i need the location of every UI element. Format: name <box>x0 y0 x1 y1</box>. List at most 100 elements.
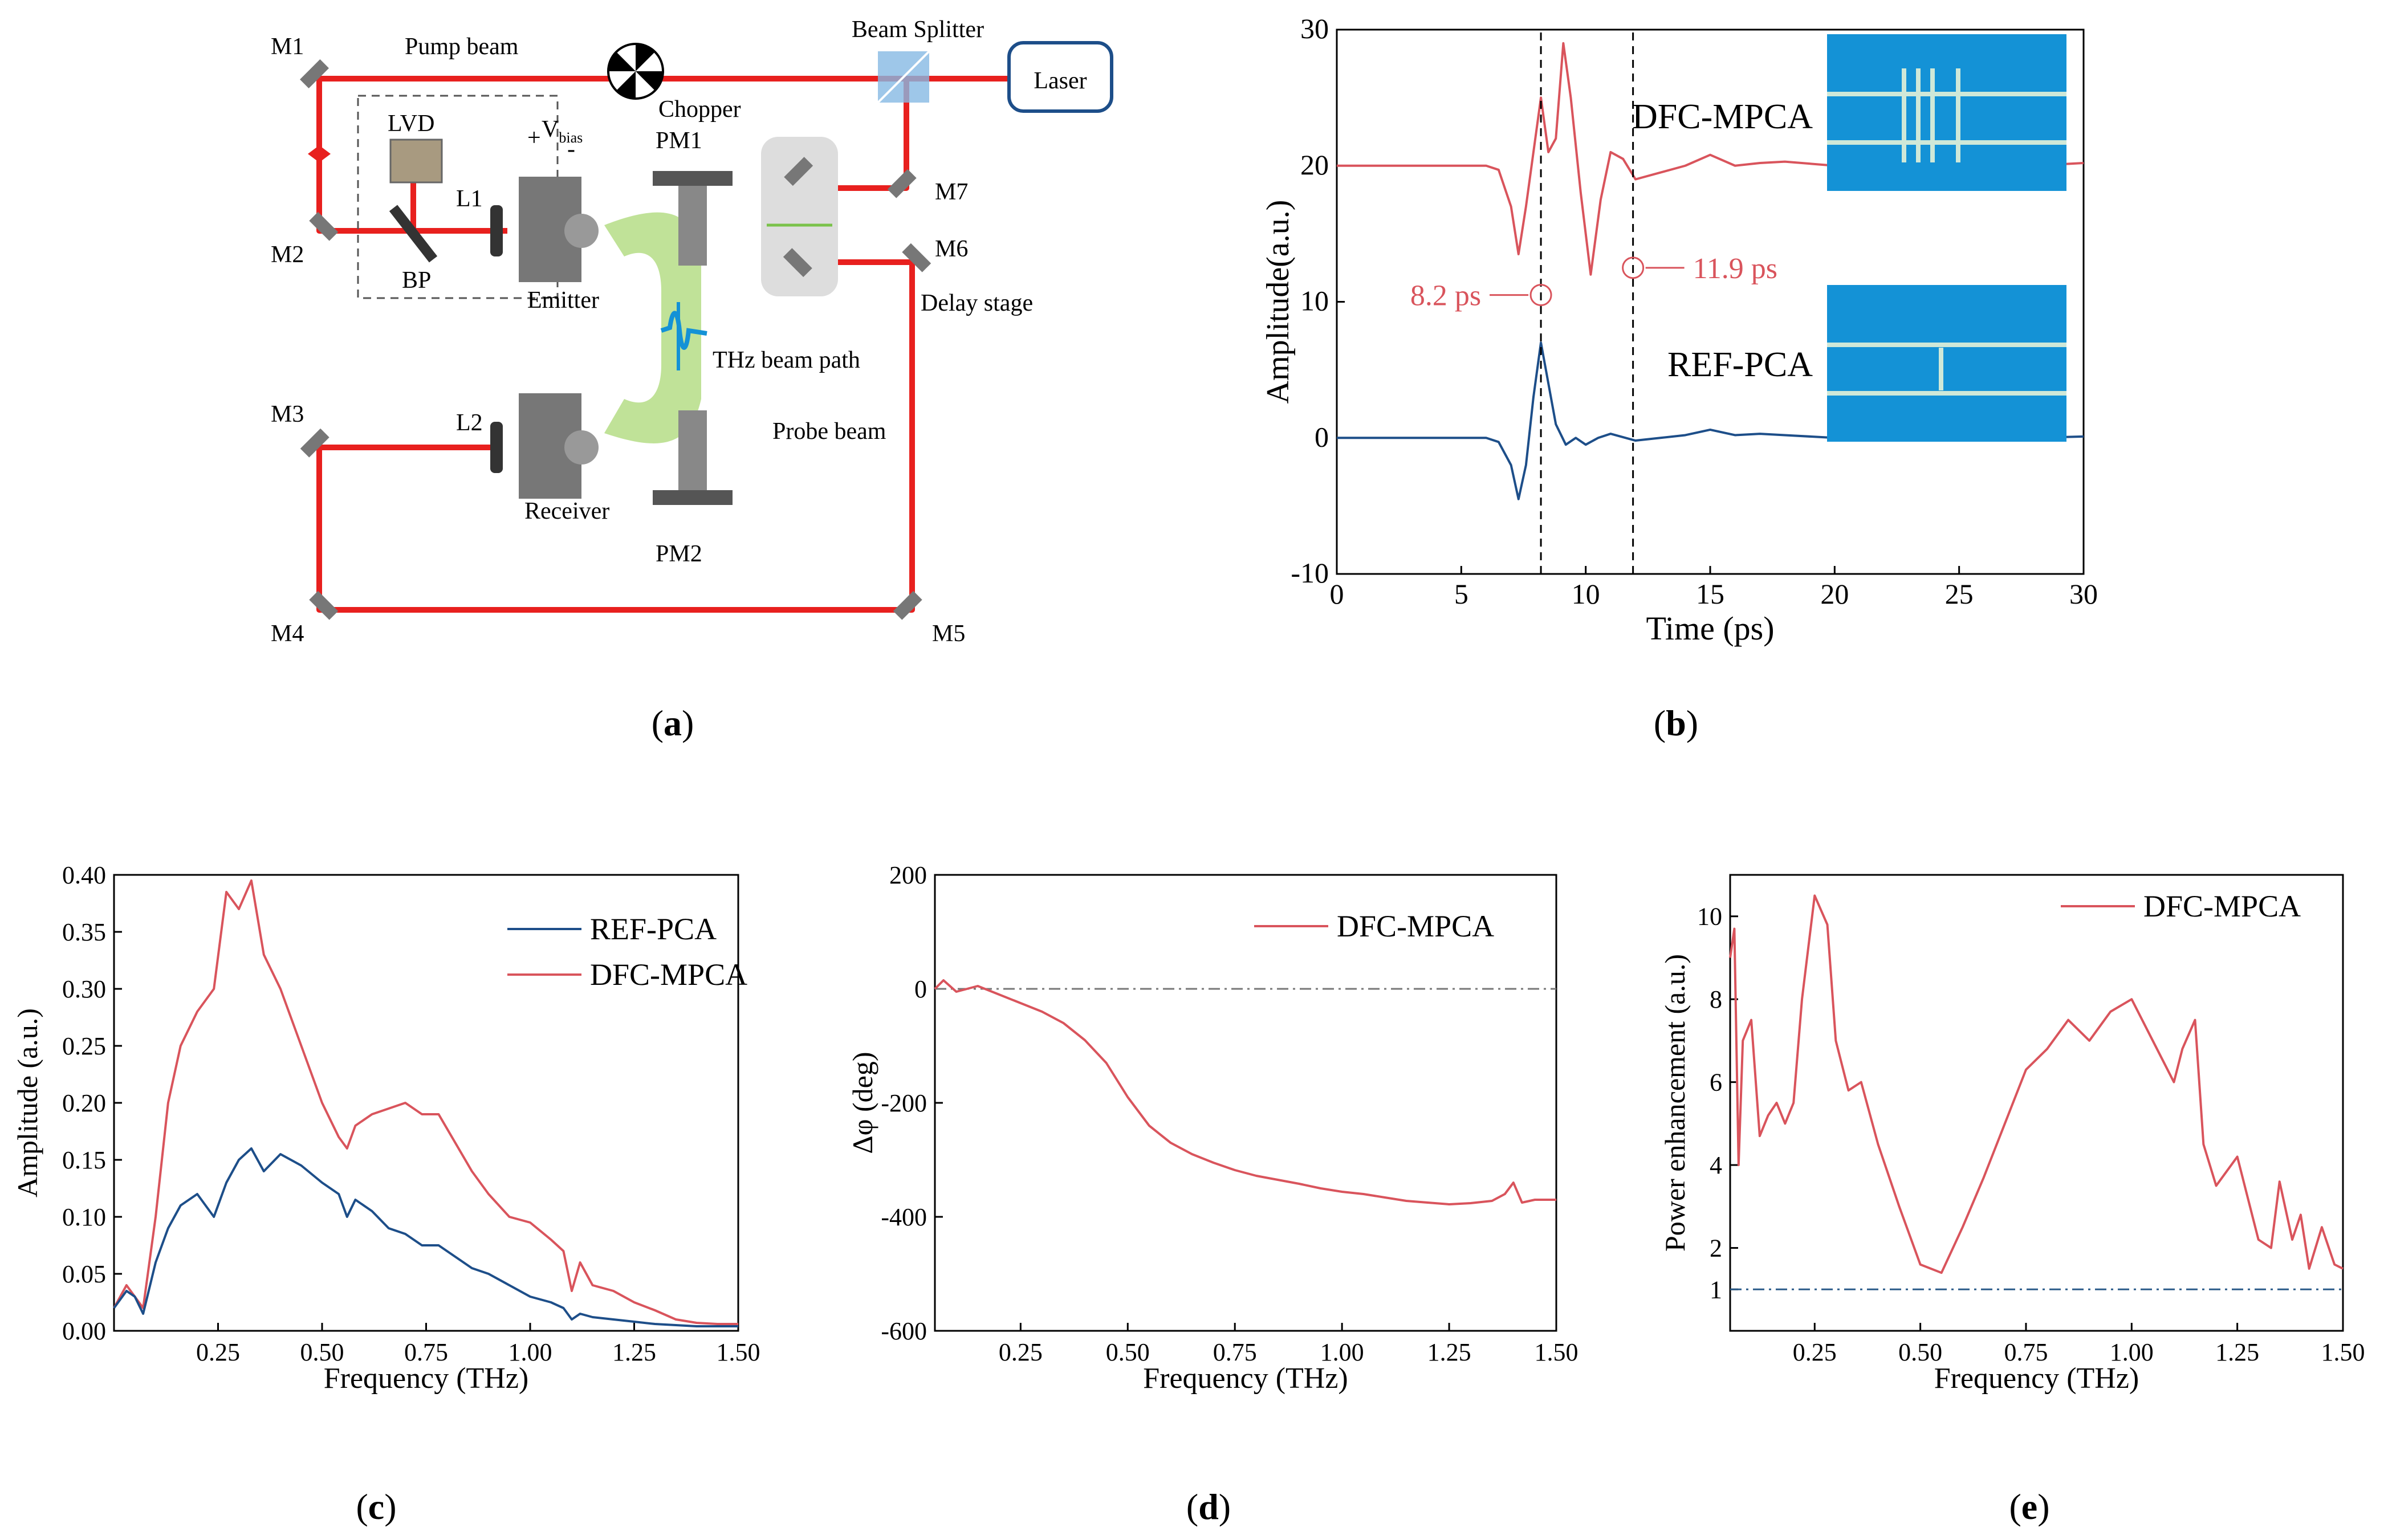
legend-label: DFC-MPCA <box>1337 909 1494 943</box>
delay-stage-box <box>761 137 838 296</box>
label-delay-stage: Delay stage <box>921 290 1033 316</box>
panel-caption: (b) <box>1654 703 1698 743</box>
label-m1: M1 <box>271 34 304 60</box>
beam-splitter-diagonal <box>877 50 930 104</box>
x-tick-label: 1.00 <box>508 1338 552 1366</box>
y-axis-label: Power enhancement (a.u.) <box>1659 954 1691 1252</box>
label-l2: L2 <box>456 410 483 436</box>
x-axis-label: Time (ps) <box>1646 610 1774 647</box>
x-tick-label: 0.50 <box>300 1338 344 1366</box>
legend-label: DFC-MPCA <box>590 958 747 992</box>
y-tick-label: 0.15 <box>62 1146 106 1174</box>
label-m3: M3 <box>271 401 304 427</box>
label-pump-beam: Pump beam <box>405 34 519 60</box>
x-tick-label: 25 <box>1945 578 1974 610</box>
x-tick-label: 0.25 <box>1793 1338 1837 1366</box>
label-beam-splitter: Beam Splitter <box>852 17 984 43</box>
x-tick-label: 10 <box>1572 578 1600 610</box>
y-tick-label: 1 <box>1710 1276 1722 1303</box>
bp-plate <box>389 205 438 263</box>
label-m4: M4 <box>271 621 304 647</box>
plot-frame <box>1729 874 2344 1332</box>
lvd-detector <box>389 138 443 184</box>
inset-label: DFC-MPCA <box>1632 97 1813 136</box>
pm1-mirror <box>653 171 733 266</box>
x-tick-label: 15 <box>1696 578 1724 610</box>
x-tick-label: 1.50 <box>717 1338 760 1366</box>
x-tick-label: 1.25 <box>2215 1338 2259 1366</box>
series-line-dfc-mpca <box>1337 42 2084 276</box>
y-tick-label: 0 <box>914 975 927 1003</box>
x-tick-label: 0.75 <box>1213 1338 1257 1366</box>
y-tick-label: 0.05 <box>62 1260 106 1288</box>
series-line-dfc-mpca <box>113 879 738 1325</box>
thz-beam-path <box>604 212 701 443</box>
y-tick-label: 0.10 <box>62 1203 106 1231</box>
x-axis-label: Frequency (THz) <box>324 1362 529 1395</box>
y-tick-label: 2 <box>1710 1235 1722 1262</box>
x-tick-label: 1.50 <box>1535 1338 1579 1366</box>
y-axis-label: Δφ (deg) <box>847 1052 878 1154</box>
x-tick-label: 30 <box>2069 578 2098 610</box>
panel-caption-letter: e <box>2021 1486 2037 1527</box>
mirror-m5-icon <box>893 590 922 620</box>
pm2-mirror <box>653 410 733 505</box>
x-tick-label: 0.75 <box>404 1338 448 1366</box>
y-tick-label: -400 <box>881 1203 927 1231</box>
y-tick-label: 20 <box>1300 149 1329 181</box>
x-axis-label: Frequency (THz) <box>1934 1362 2139 1395</box>
label-chopper: Chopper <box>658 96 741 123</box>
x-tick-label: 1.50 <box>2321 1338 2365 1366</box>
panel-caption: (d) <box>1186 1486 1231 1527</box>
panel-caption-letter: c <box>368 1486 384 1527</box>
x-tick-label: 1.25 <box>1427 1338 1471 1366</box>
chart-e: 0.25 0.50 0.75 1.00 1.25 1.50 1 2 4 6 8 10 Frequency… <box>1659 874 2365 1527</box>
y-tick-label: 0.25 <box>62 1032 106 1060</box>
y-tick-label: 4 <box>1710 1151 1722 1179</box>
x-tick-label: 0 <box>1330 578 1344 610</box>
caption-a: (a) <box>652 703 694 743</box>
label-emitter: Emitter <box>527 287 599 313</box>
inset-photo <box>1827 34 2066 191</box>
mirror-set <box>300 59 931 620</box>
panel-caption: (c) <box>356 1486 396 1527</box>
x-tick-label: 0.50 <box>1106 1338 1150 1366</box>
laser-box <box>1007 41 1113 113</box>
y-tick-label: 0.40 <box>62 861 106 889</box>
plot-frame <box>934 874 1557 1332</box>
y-tick-label: 0.00 <box>62 1317 106 1345</box>
label-thz-path: THz beam path <box>713 347 860 373</box>
y-axis-label: Amplitude(a.u.) <box>1260 200 1296 404</box>
y-tick-label: 10 <box>1300 285 1329 317</box>
label-m2: M2 <box>271 242 304 268</box>
label-l1: L1 <box>456 186 483 212</box>
label-laser: Laser <box>1034 68 1087 94</box>
l2-lens <box>490 422 503 473</box>
x-tick-label: 5 <box>1454 578 1468 610</box>
chart-c: 0.25 0.50 0.75 1.00 1.25 1.50 0.00 0.05 0.10 0.15… <box>11 861 760 1527</box>
label-pm1: PM1 <box>656 128 702 154</box>
panel-caption-letter: d <box>1198 1486 1219 1527</box>
time-marker-label: 11.9 ps <box>1693 252 1777 285</box>
mirror-m3-icon <box>300 428 329 458</box>
label-vbias-plus: + <box>527 125 541 151</box>
time-marker-circle <box>1529 284 1552 307</box>
label-bp: BP <box>402 267 431 294</box>
pump-beam-marker-icon <box>308 145 331 162</box>
mirror-m7-icon <box>887 169 917 198</box>
l1-lens <box>490 205 503 256</box>
chopper-icon <box>607 43 664 100</box>
mirror-m1-icon <box>300 59 329 88</box>
series-line-dfc-mpca <box>1729 894 2344 1274</box>
y-tick-label: 6 <box>1710 1069 1722 1097</box>
y-tick-label: 0.20 <box>62 1089 106 1117</box>
legend-label: DFC-MPCA <box>2143 889 2301 923</box>
mirror-m4-icon <box>309 590 339 620</box>
y-tick-label: 0 <box>1315 421 1329 453</box>
x-tick-label: 0.25 <box>196 1338 240 1366</box>
panel-a-setup-diagram: Laser Beam Splitter Pump beam Chopper PM… <box>271 17 1113 743</box>
x-tick-label: 1.00 <box>2110 1338 2154 1366</box>
series-line-ref-pca <box>113 1147 738 1327</box>
